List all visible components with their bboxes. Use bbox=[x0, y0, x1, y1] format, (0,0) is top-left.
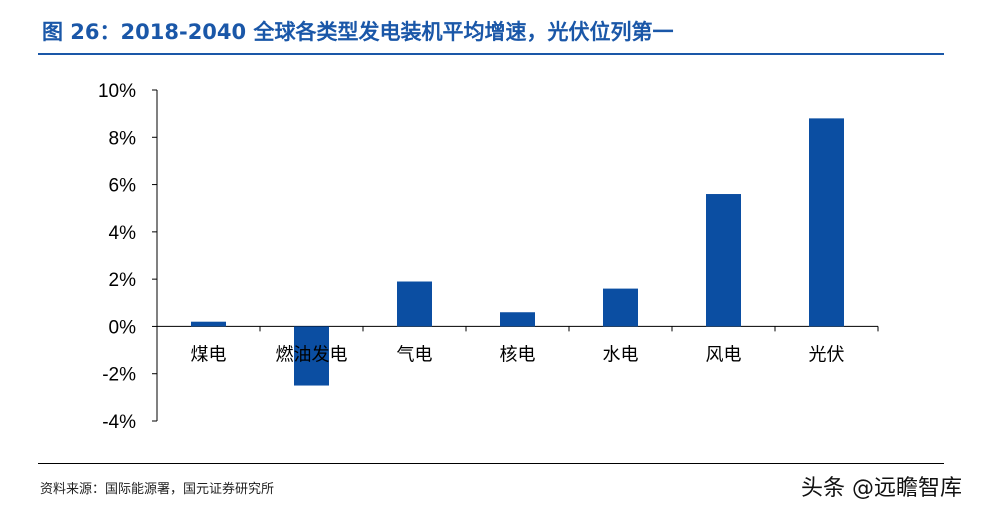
watermark: 头条 @远瞻智库 bbox=[801, 476, 962, 501]
y-tick-label: 2% bbox=[109, 270, 137, 291]
x-tick-label: 气电 bbox=[397, 344, 433, 365]
x-tick-label: 水电 bbox=[603, 344, 639, 365]
title-underline bbox=[38, 53, 944, 55]
x-tick-label: 燃油发电 bbox=[276, 344, 348, 365]
x-tick-label: 风电 bbox=[706, 344, 742, 365]
bar-4 bbox=[603, 288, 638, 327]
bar-6 bbox=[809, 118, 844, 327]
y-tick-label: -4% bbox=[102, 412, 136, 433]
bar-0 bbox=[191, 321, 226, 327]
bar-5 bbox=[706, 194, 741, 327]
y-tick-label: -2% bbox=[102, 365, 136, 386]
x-tick-label: 核电 bbox=[500, 344, 536, 365]
y-tick-label: 10% bbox=[98, 81, 136, 102]
y-tick-label: 8% bbox=[109, 128, 137, 149]
y-tick-label: 6% bbox=[109, 176, 137, 197]
page-title: 图 26：2018-2040 全球各类型发电装机平均增速，光伏位列第一 bbox=[42, 20, 674, 44]
footer-divider bbox=[38, 463, 944, 464]
bar-chart: 10% 8% 6% 4% 2% 0% -2% -4% 煤电 燃油发电 气电 核电 水电 风电 光伏 bbox=[98, 81, 879, 433]
bar-3 bbox=[500, 312, 535, 327]
bar-1 bbox=[294, 326, 329, 386]
y-tick-label: 4% bbox=[109, 223, 137, 244]
x-tick-label: 光伏 bbox=[809, 344, 845, 365]
bar-2 bbox=[397, 281, 432, 327]
y-tick-label: 0% bbox=[109, 317, 137, 338]
x-tick-label: 煤电 bbox=[191, 344, 227, 365]
source-note: 资料来源：国际能源署，国元证券研究所 bbox=[40, 482, 275, 497]
